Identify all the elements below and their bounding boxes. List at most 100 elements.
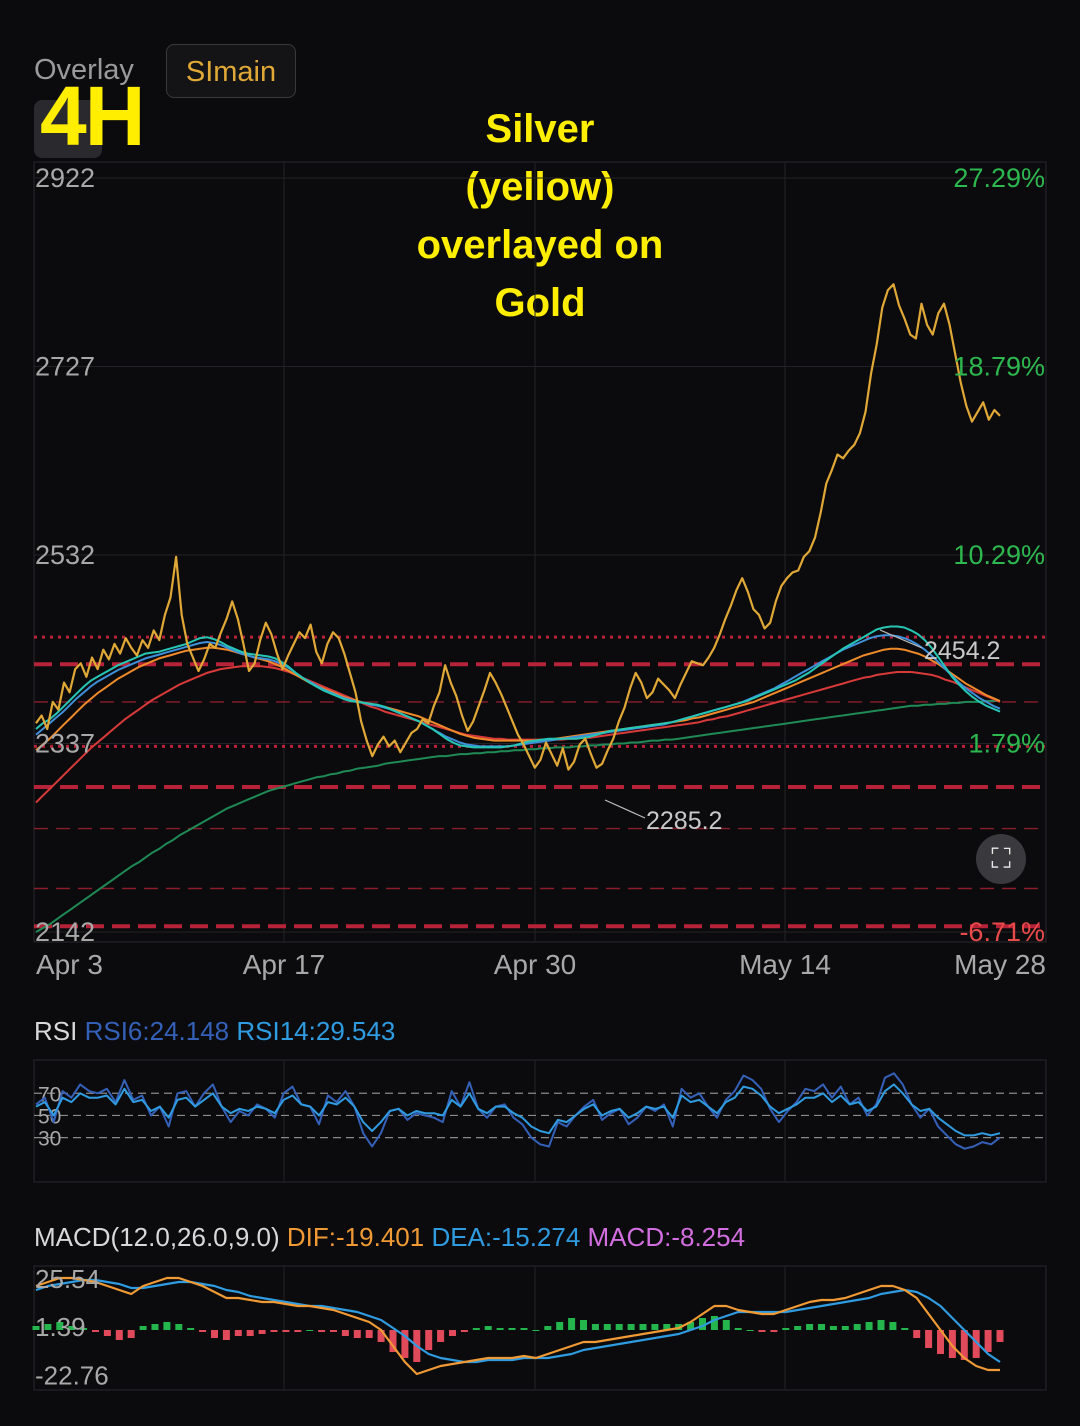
caption-line: overlayed on xyxy=(416,223,664,267)
macd-hist-bar xyxy=(92,1330,99,1332)
macd-hist-bar xyxy=(449,1330,456,1336)
macd-hist-bar xyxy=(103,1330,111,1336)
rsi-frame xyxy=(33,1059,1047,1183)
macd-hist-bar xyxy=(163,1322,171,1330)
pct-tick-label: 10.29% xyxy=(953,540,1045,570)
low-annotation-leader xyxy=(604,799,646,819)
pct-tick-label: 27.29% xyxy=(953,163,1045,193)
macd-panel: 25.54 1.39 -22.76 xyxy=(32,1264,1047,1391)
macd-hist-bar xyxy=(211,1330,218,1338)
macd-hist-bar xyxy=(365,1330,373,1338)
macd-hist-bar xyxy=(722,1320,730,1330)
rsi-y-tick: 30 xyxy=(38,1128,61,1151)
macd-hist-bar xyxy=(806,1324,814,1330)
macd-hist-bar xyxy=(127,1330,135,1338)
macd-legend: MACD:-8.254 xyxy=(587,1222,746,1252)
dea-legend: DEA:-15.274 xyxy=(431,1222,581,1252)
macd-hist-bar xyxy=(853,1324,861,1330)
macd-line-dif xyxy=(35,1276,1000,1376)
x-tick-label: Apr 30 xyxy=(494,949,577,980)
macd-hist-bar xyxy=(913,1330,921,1338)
macd-hist-bar xyxy=(175,1324,183,1330)
macd-hist-bar xyxy=(710,1316,718,1330)
macd-hist-bar xyxy=(282,1330,290,1332)
macd-hist-bar xyxy=(996,1330,1004,1342)
rsi-line-rsi14 xyxy=(35,1083,1001,1137)
macd-hist-bar xyxy=(687,1322,695,1330)
macd-hist-bar xyxy=(568,1318,576,1330)
macd-hist-bar xyxy=(520,1328,528,1330)
macd-hist-bar xyxy=(758,1330,766,1332)
macd-hist-bar xyxy=(270,1330,278,1332)
macd-hist-bar xyxy=(341,1330,349,1336)
macd-hist-bar xyxy=(829,1326,837,1330)
macd-hist-bar xyxy=(663,1324,671,1330)
expand-icon[interactable]: ⛶ xyxy=(976,834,1026,884)
y-tick-label: 2142 xyxy=(35,917,95,947)
macd-hist-bar xyxy=(80,1328,88,1330)
macd-hist-bar xyxy=(770,1330,778,1332)
macd-hist-bar xyxy=(639,1324,647,1330)
series-line-ma-orange xyxy=(35,646,1001,752)
macd-line-dea xyxy=(35,1278,1001,1364)
macd-hist-bar xyxy=(139,1326,147,1330)
macd-hist-bar xyxy=(115,1330,123,1340)
macd-hist-bar xyxy=(580,1320,587,1330)
period-selector[interactable] xyxy=(34,100,102,158)
tab-overlay[interactable]: Overlay xyxy=(34,54,134,86)
macd-hist-bar xyxy=(44,1324,52,1330)
macd-hist-bar xyxy=(782,1328,790,1330)
macd-hist-bar xyxy=(234,1330,242,1336)
period-label: 4H xyxy=(40,69,145,163)
macd-hist-bar xyxy=(425,1330,433,1350)
macd-hist-bar xyxy=(401,1330,409,1358)
macd-hist-bar xyxy=(699,1318,706,1330)
macd-title: MACD(12.0,26.0,9.0) xyxy=(34,1222,280,1252)
macd-hist-bar xyxy=(877,1320,885,1330)
macd-hist-bar xyxy=(794,1326,802,1330)
macd-hist-bar xyxy=(841,1326,849,1330)
macd-hist-bar xyxy=(484,1326,492,1330)
rsi14-legend: RSI14:29.543 xyxy=(236,1016,396,1046)
macd-hist-bar xyxy=(925,1330,933,1348)
macd-hist-bar xyxy=(972,1330,980,1358)
macd-hist-bar xyxy=(389,1330,397,1352)
macd-hist-bar xyxy=(199,1330,207,1332)
macd-y-tick: 1.39 xyxy=(35,1312,86,1342)
macd-hist-bar xyxy=(437,1330,445,1342)
macd-hist-bar xyxy=(460,1330,468,1332)
macd-hist-bar xyxy=(32,1326,40,1330)
macd-hist-bar xyxy=(865,1322,873,1330)
y-tick-label: 2727 xyxy=(35,352,95,382)
macd-hist-bar xyxy=(258,1330,266,1334)
main-series xyxy=(35,283,1001,933)
low-annotation: 2285.2 xyxy=(646,807,722,835)
high-annotation: 2454.2 xyxy=(924,637,1000,665)
macd-hist-bar xyxy=(318,1330,326,1332)
main-axis-labels: 2922 2727 2532 2337 2142 27.29% 18.79% 10.29% 1.… xyxy=(35,163,1046,980)
macd-hist-bar xyxy=(56,1322,64,1330)
macd-hist-bar xyxy=(746,1330,754,1331)
macd-hist-bar xyxy=(651,1324,659,1330)
high-annotation-leader xyxy=(879,629,923,649)
y-tick-label: 2337 xyxy=(35,729,95,759)
macd-hist-bar xyxy=(591,1324,599,1330)
y-tick-label: 2532 xyxy=(35,540,95,570)
caption-line: (yellow) xyxy=(465,165,615,209)
macd-hist-bar xyxy=(330,1330,337,1332)
y-tick-label: 2922 xyxy=(35,163,95,193)
macd-hist-bar xyxy=(603,1324,611,1330)
series-line-ma-green xyxy=(35,700,1000,933)
rsi-y-tick: 70 xyxy=(38,1083,61,1106)
dif-legend: DIF:-19.401 xyxy=(286,1222,425,1252)
series-line-ma-cyan xyxy=(35,625,1001,749)
price-levels xyxy=(34,635,1046,929)
macd-hist-bar xyxy=(353,1330,361,1338)
macd-hist-bar xyxy=(222,1330,230,1340)
macd-hist-bar xyxy=(496,1328,504,1330)
x-tick-label: May 28 xyxy=(954,949,1046,980)
caption-line: Gold xyxy=(494,281,586,325)
tab-slmain[interactable]: SImain xyxy=(166,44,296,98)
